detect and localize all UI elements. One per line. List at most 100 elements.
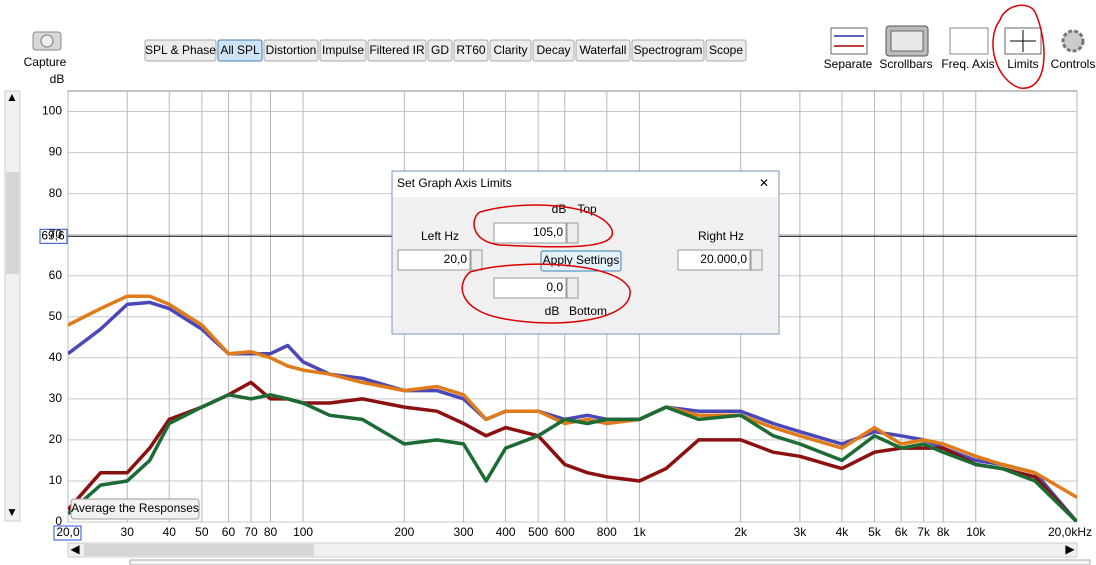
x-tick-label: 800 <box>597 525 617 539</box>
cursor-box <box>39 228 68 244</box>
button-face <box>70 498 200 520</box>
toolbar-button-label[interactable]: Limits <box>1007 57 1038 71</box>
x-tick-label: 300 <box>454 525 474 539</box>
x-tick-label: 70 <box>244 525 258 539</box>
cursor-label: 69,6 <box>41 228 65 242</box>
x-tick-label: 60 <box>222 525 236 539</box>
horizontal-scrollbar[interactable]: ◀ ▶ <box>67 542 1078 558</box>
freq-axis-icon <box>949 27 989 55</box>
tab[interactable]: Scope <box>705 39 747 62</box>
scroll-arrow: ▼ <box>6 505 18 519</box>
toolbar-button-label[interactable]: Controls <box>1051 57 1096 71</box>
scroll-track <box>67 542 1078 558</box>
average-button[interactable]: Average the Responses <box>70 498 200 520</box>
x-tick-label: 30 <box>121 525 135 539</box>
tab-face <box>532 39 575 62</box>
right-icons <box>830 4 1085 89</box>
tab[interactable]: RT60 <box>453 39 489 62</box>
separate-icon <box>830 27 868 55</box>
spinner[interactable] <box>566 277 579 299</box>
tab-bar: SPL & Phase All SPL Distortion Impulse Filte… <box>144 39 747 62</box>
apply-label: Apply Settings <box>543 253 620 267</box>
tab-label: Filtered IR <box>369 43 425 57</box>
spinner[interactable] <box>566 222 579 244</box>
tab[interactable]: All SPL <box>217 39 263 62</box>
y-tick-label: 40 <box>49 350 63 364</box>
right-value: 20.000,0 <box>700 252 747 266</box>
tab-label: Scope <box>709 43 743 57</box>
x-tick-label: 80 <box>264 525 278 539</box>
x-tick-label: 1k <box>633 525 647 539</box>
tab-label: Impulse <box>322 43 364 57</box>
dialog: Set Graph Axis Limits ✕ dB Top 105,0 Lef… <box>391 170 780 335</box>
tab[interactable]: GD <box>427 39 453 62</box>
toolbar-button-label[interactable]: Scrollbars <box>879 57 932 71</box>
toolbar-button-label[interactable]: Separate <box>824 57 873 71</box>
bottom-field[interactable] <box>493 277 567 299</box>
x-tick-label: 40 <box>163 525 177 539</box>
y-axis-unit: dB <box>50 72 65 86</box>
y-tick-label: 30 <box>49 391 63 405</box>
camera-lens <box>40 34 54 48</box>
tab-face <box>319 39 367 62</box>
tab[interactable]: Distortion <box>263 39 319 62</box>
spinner[interactable] <box>470 249 483 271</box>
tab[interactable]: SPL & Phase <box>144 39 217 62</box>
tab[interactable]: Decay <box>532 39 575 62</box>
bottom-label: Bottom <box>569 304 607 318</box>
y-tick-label: 20 <box>49 432 63 446</box>
x-tick-label: 600 <box>555 525 575 539</box>
x-start-box <box>53 525 82 541</box>
top-value: 105,0 <box>533 225 563 239</box>
tab[interactable]: Filtered IR <box>367 39 427 62</box>
toolbar-button-label[interactable]: Freq. Axis <box>941 57 994 71</box>
annotation-circle <box>992 4 1045 89</box>
top-label: Top <box>577 202 597 216</box>
annotation-circle <box>473 204 613 248</box>
bottom-value: 0,0 <box>546 280 563 294</box>
vertical-scrollbar[interactable]: ▲ ▼ <box>4 90 21 522</box>
tab-label: RT60 <box>456 43 485 57</box>
x-tick-label: 400 <box>496 525 516 539</box>
y-tick-label: 0 <box>55 514 62 528</box>
scroll-arrow: ▶ <box>1065 542 1075 556</box>
x-tick-label: 3k <box>794 525 808 539</box>
axes: 0 10 20 30 40 50 60 70 80 90 100 20,0 30 40 50 60 70 80 10… <box>42 104 1092 541</box>
top-field[interactable] <box>493 222 567 244</box>
y-tick-label: 10 <box>49 473 63 487</box>
tab-face <box>575 39 631 62</box>
scroll-thumb <box>6 172 19 274</box>
x-tick-label: 20,0kHz <box>1048 525 1092 539</box>
x-tick-label: 6k <box>895 525 909 539</box>
spinner[interactable] <box>750 249 763 271</box>
y-tick-label: 80 <box>49 186 63 200</box>
capture-button[interactable]: Capture <box>24 31 67 69</box>
x-tick-label: 100 <box>293 525 313 539</box>
tab[interactable]: Clarity <box>489 39 532 62</box>
curves <box>68 294 1077 522</box>
apply-button[interactable] <box>540 250 622 272</box>
right-field[interactable] <box>677 249 751 271</box>
tab-label: Clarity <box>493 43 527 57</box>
bottom-unit: dB <box>545 304 560 318</box>
x-tick-label: 7k <box>917 525 931 539</box>
tab-face <box>705 39 747 62</box>
top-unit: dB <box>552 202 567 216</box>
tab-label: Decay <box>536 43 570 57</box>
dialog-title: Set Graph Axis Limits <box>397 176 512 190</box>
close-button[interactable]: ✕ <box>759 176 769 190</box>
left-field[interactable] <box>397 249 471 271</box>
tab[interactable]: Waterfall <box>575 39 631 62</box>
tab[interactable]: Spectrogram <box>631 39 705 62</box>
scroll-arrow: ◀ <box>70 542 80 556</box>
y-tick-label: 100 <box>42 104 62 118</box>
legend-strip <box>129 559 1091 565</box>
tab[interactable]: Impulse <box>319 39 367 62</box>
x-tick-label: 8k <box>937 525 951 539</box>
x-tick-label: 500 <box>528 525 548 539</box>
tab-face <box>263 39 319 62</box>
controls-icon <box>1061 29 1085 53</box>
tab-face <box>489 39 532 62</box>
right-label: Right Hz <box>698 229 744 243</box>
